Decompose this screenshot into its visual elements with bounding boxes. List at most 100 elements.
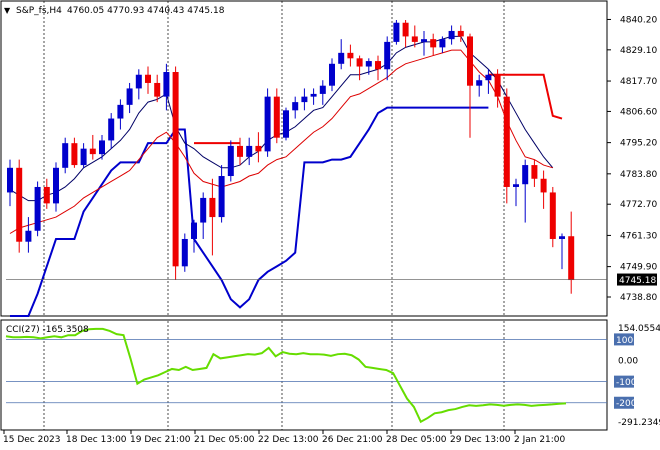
candle[interactable] bbox=[531, 159, 538, 187]
candle-body bbox=[421, 39, 427, 42]
candle[interactable] bbox=[172, 66, 179, 281]
candle[interactable] bbox=[448, 25, 455, 45]
candle[interactable] bbox=[99, 134, 105, 160]
candle[interactable] bbox=[218, 165, 225, 223]
main-panel[interactable] bbox=[0, 0, 608, 317]
candle[interactable] bbox=[62, 137, 69, 174]
candle-body bbox=[34, 186, 41, 231]
x-axis-label: 28 Dec 05:00 bbox=[386, 435, 447, 445]
candle[interactable] bbox=[549, 186, 556, 248]
candle[interactable] bbox=[457, 25, 464, 42]
cci-level-box bbox=[614, 333, 634, 346]
candle-body bbox=[485, 74, 492, 81]
candle[interactable] bbox=[135, 69, 142, 100]
dropdown-arrow-icon[interactable]: ▼ bbox=[4, 6, 11, 15]
candle[interactable] bbox=[163, 63, 170, 111]
candle-body bbox=[99, 140, 105, 155]
candle[interactable] bbox=[154, 74, 161, 103]
candle[interactable] bbox=[264, 88, 271, 157]
candle[interactable] bbox=[200, 192, 207, 239]
candle[interactable] bbox=[126, 82, 133, 114]
candle[interactable] bbox=[43, 178, 50, 209]
candle[interactable] bbox=[25, 217, 32, 253]
candle-body bbox=[384, 41, 391, 70]
candle[interactable] bbox=[430, 33, 437, 56]
candle[interactable] bbox=[53, 162, 59, 212]
candle-body bbox=[393, 22, 400, 42]
candle[interactable] bbox=[89, 134, 96, 160]
candle[interactable] bbox=[7, 159, 13, 207]
candle-body bbox=[531, 165, 538, 179]
candle[interactable] bbox=[329, 58, 335, 92]
x-axis-label: 26 Dec 21:00 bbox=[322, 435, 383, 445]
candle-body bbox=[540, 178, 547, 193]
candle-body bbox=[494, 74, 501, 97]
candle[interactable] bbox=[384, 36, 391, 81]
candle[interactable] bbox=[227, 140, 234, 182]
candle[interactable] bbox=[80, 143, 87, 168]
candle[interactable] bbox=[209, 178, 216, 256]
candle[interactable] bbox=[301, 88, 308, 111]
candle[interactable] bbox=[34, 181, 41, 237]
candle-body bbox=[283, 110, 289, 138]
candle-body bbox=[181, 238, 188, 267]
candle[interactable] bbox=[347, 44, 354, 67]
candle-body bbox=[71, 143, 78, 166]
candle[interactable] bbox=[310, 88, 317, 105]
candle[interactable] bbox=[319, 80, 326, 105]
candle[interactable] bbox=[117, 99, 124, 130]
candle[interactable] bbox=[191, 219, 197, 253]
candle-body bbox=[16, 167, 23, 242]
candle[interactable] bbox=[108, 113, 115, 149]
candle-body bbox=[7, 167, 13, 193]
candle[interactable] bbox=[411, 25, 418, 48]
candle[interactable] bbox=[181, 233, 188, 272]
candle[interactable] bbox=[503, 88, 510, 204]
candle[interactable] bbox=[421, 30, 427, 56]
candle[interactable] bbox=[439, 36, 446, 53]
candle[interactable] bbox=[375, 55, 381, 81]
candle[interactable] bbox=[16, 159, 23, 253]
candle[interactable] bbox=[402, 20, 409, 48]
candle[interactable] bbox=[476, 74, 483, 97]
y-tick-label: 4806.60 bbox=[620, 107, 657, 117]
candle[interactable] bbox=[393, 20, 400, 45]
y-tick-label: 4829.10 bbox=[620, 46, 657, 56]
indicator-panel[interactable] bbox=[0, 319, 608, 431]
candle[interactable] bbox=[292, 96, 299, 119]
candle[interactable] bbox=[283, 107, 289, 141]
candle[interactable] bbox=[71, 137, 78, 168]
candle-body bbox=[135, 74, 142, 89]
candle-body bbox=[108, 118, 115, 141]
fast-ma-line bbox=[9, 35, 554, 202]
cci-tick-label: 0.00 bbox=[618, 357, 638, 367]
candle[interactable] bbox=[338, 39, 345, 70]
candle-body bbox=[200, 197, 207, 223]
candle[interactable] bbox=[467, 33, 473, 138]
candle-body bbox=[163, 72, 170, 97]
candle[interactable] bbox=[568, 211, 575, 294]
candle[interactable] bbox=[513, 178, 519, 207]
candle[interactable] bbox=[559, 233, 565, 270]
candle[interactable] bbox=[485, 69, 492, 94]
current-price-label: 4745.18 bbox=[619, 276, 656, 286]
candle-body bbox=[513, 184, 519, 187]
candle[interactable] bbox=[246, 137, 253, 166]
candle-body bbox=[365, 61, 372, 67]
candle[interactable] bbox=[145, 66, 151, 94]
candle-body bbox=[145, 74, 151, 83]
candle-body bbox=[218, 176, 225, 218]
candle[interactable] bbox=[540, 170, 547, 209]
candle-body bbox=[255, 145, 262, 152]
candle[interactable] bbox=[255, 132, 262, 163]
candle[interactable] bbox=[273, 88, 280, 144]
candle[interactable] bbox=[237, 137, 243, 166]
candle-body bbox=[356, 58, 363, 67]
y-tick-label: 4840.20 bbox=[620, 15, 657, 25]
indicator-header: CCI(27) -165.3508 bbox=[6, 325, 89, 335]
candle[interactable] bbox=[522, 159, 529, 223]
candle[interactable] bbox=[356, 55, 363, 81]
candle[interactable] bbox=[494, 69, 501, 108]
candle[interactable] bbox=[365, 58, 372, 75]
